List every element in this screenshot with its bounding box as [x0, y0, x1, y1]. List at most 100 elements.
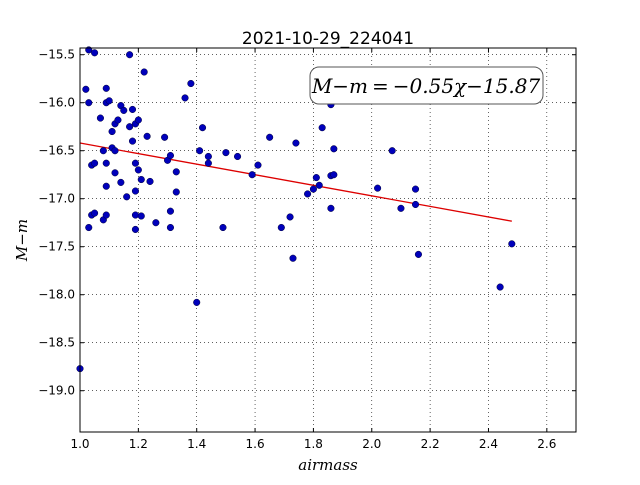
data-point: [374, 184, 382, 192]
data-point: [304, 190, 312, 198]
axis-ticks: [79, 48, 576, 432]
y-tick-label: −17.5: [38, 240, 75, 254]
annotation-box: M−m = −0.55χ−15.87: [309, 66, 544, 105]
data-point: [152, 219, 160, 227]
data-point: [411, 200, 420, 209]
data-point: [91, 49, 99, 57]
y-tick-label: −16.5: [38, 144, 75, 158]
annotation-frame: [309, 66, 544, 105]
data-point: [117, 178, 125, 186]
data-point: [292, 139, 300, 147]
x-tick-label: 1.8: [304, 437, 323, 451]
data-point: [318, 124, 326, 132]
data-point: [91, 209, 99, 217]
data-point: [128, 105, 137, 113]
data-point: [134, 166, 142, 174]
data-point: [96, 114, 104, 122]
data-point: [123, 193, 131, 201]
data-point: [105, 97, 113, 105]
data-point: [496, 283, 504, 291]
data-point: [111, 147, 119, 155]
data-point: [137, 175, 145, 184]
x-tick-label: 2.4: [479, 437, 498, 451]
data-point: [111, 169, 119, 177]
y-tick-labels: −15.5 −16.0 −16.5 −17.0 −17.5 −18.0 −18.5 −19.0: [38, 48, 75, 398]
data-point: [99, 147, 107, 155]
fit-equation: M−m = −0.55χ−15.87: [311, 74, 541, 98]
data-point: [198, 124, 207, 132]
data-point: [143, 132, 151, 140]
x-tick-label: 1.6: [246, 437, 265, 451]
x-tick-label: 1.4: [187, 437, 206, 451]
y-tick-label: −18.0: [38, 288, 75, 302]
data-point: [134, 116, 142, 124]
data-point: [204, 152, 212, 161]
x-tick-label: 1.0: [70, 437, 89, 451]
data-point: [315, 181, 323, 189]
x-tick-label: 2.6: [537, 437, 556, 451]
y-tick-label: −15.5: [38, 48, 75, 62]
data-point: [131, 211, 139, 219]
data-point: [234, 152, 242, 161]
data-point: [330, 171, 338, 179]
x-axis-label: airmass: [298, 456, 358, 474]
data-point: [131, 159, 139, 167]
data-point: [193, 298, 201, 306]
data-point: [266, 133, 274, 141]
data-point: [126, 123, 134, 131]
data-point: [508, 240, 516, 248]
data-point: [309, 185, 317, 193]
data-point: [102, 84, 110, 92]
data-point: [108, 127, 116, 136]
data-point: [131, 187, 139, 195]
x-tick-label: 1.2: [129, 437, 148, 451]
chart-title: 2021-10-29_224041: [242, 29, 414, 49]
x-tick-label: 2.2: [421, 437, 440, 451]
plot-area: [80, 48, 576, 432]
data-point: [397, 204, 405, 212]
data-point: [126, 51, 134, 59]
data-point: [187, 79, 195, 88]
data-point: [330, 145, 338, 153]
data-point: [85, 223, 93, 232]
y-tick-label: −19.0: [38, 384, 75, 398]
data-point: [286, 213, 294, 221]
data-point: [166, 223, 174, 232]
fit-line-group: [79, 142, 512, 222]
data-point: [128, 137, 137, 145]
data-point: [414, 250, 422, 258]
data-point: [312, 174, 320, 182]
data-point: [166, 207, 174, 215]
x-tick-label: 2.0: [362, 437, 381, 451]
data-point: [82, 85, 90, 93]
y-tick-label: −16.0: [38, 96, 75, 110]
data-point: [196, 147, 204, 155]
data-point: [137, 212, 145, 220]
data-point: [289, 254, 297, 262]
data-point: [102, 211, 110, 219]
x-tick-labels: 1.0 1.2 1.4 1.6 1.8 2.0 2.2 2.4 2.6: [70, 437, 556, 451]
data-point: [388, 147, 396, 155]
plot-frame: [79, 47, 577, 433]
data-point: [146, 177, 154, 185]
y-tick-label: −18.5: [38, 336, 75, 350]
data-point: [222, 149, 230, 157]
data-point: [120, 106, 128, 114]
data-point: [102, 182, 110, 190]
data-point: [102, 159, 110, 167]
data-point: [114, 116, 122, 124]
data-point: [219, 223, 227, 232]
y-tick-label: −17.0: [38, 192, 75, 206]
data-point: [248, 171, 256, 179]
fit-line: [79, 142, 512, 222]
y-axis-label: M−m: [13, 219, 31, 262]
data-point: [254, 161, 262, 169]
data-point: [85, 99, 93, 107]
data-point: [204, 159, 212, 167]
data-point: [327, 204, 335, 212]
data-point: [140, 68, 148, 76]
data-point: [181, 94, 189, 102]
data-point: [277, 223, 285, 232]
